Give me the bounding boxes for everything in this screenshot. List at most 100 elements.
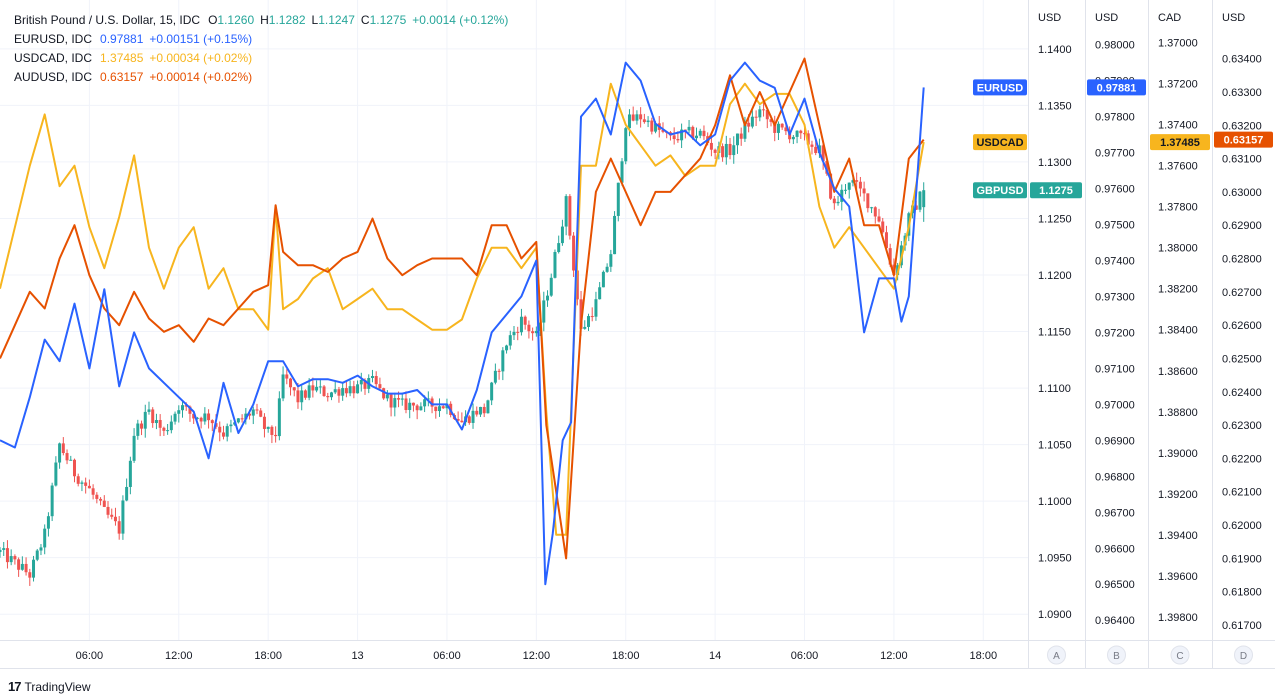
candle-body (654, 123, 658, 132)
candle-body (750, 116, 754, 127)
candle-body (221, 432, 225, 437)
candle (639, 107, 643, 128)
candle-body (341, 388, 345, 396)
candle-body (218, 426, 222, 433)
candle-body (590, 316, 594, 318)
legend-main-series: British Pound / U.S. Dollar, 15, IDC O1.1… (14, 13, 509, 27)
price-tick-label: 1.37800 (1158, 202, 1198, 214)
candle-body (236, 418, 240, 423)
candle-body (613, 215, 617, 255)
candle (195, 416, 199, 420)
candle (799, 129, 803, 139)
legend-usdcad: USDCAD, IDC 1.37485 +0.00034 (+0.02%) (14, 51, 253, 65)
candle-body (680, 129, 684, 141)
candle (419, 402, 423, 411)
candle (84, 477, 88, 494)
candle-body (292, 387, 296, 391)
candle-body (244, 413, 248, 420)
candle (91, 484, 95, 500)
name-tag-usdcad-text: USDCAD (976, 137, 1023, 149)
candle (154, 413, 158, 430)
candle-body (601, 271, 605, 288)
candle-body (24, 563, 28, 573)
candle (177, 405, 181, 423)
candle (344, 380, 348, 398)
axis-id-circle (1234, 645, 1253, 665)
price-tick-label: 0.96800 (1095, 471, 1135, 483)
candle-body (735, 133, 739, 146)
candle-body (873, 207, 877, 217)
candle-body (426, 398, 430, 400)
candle-body (758, 109, 762, 118)
candle-body (505, 345, 509, 351)
candle-body (2, 548, 6, 550)
candle-body (687, 126, 691, 131)
candle-body (303, 390, 307, 398)
candle-body (810, 144, 814, 147)
tradingview-logo[interactable]: 17 TradingView (8, 679, 91, 694)
candle (289, 377, 293, 396)
candle-body (732, 145, 736, 156)
candle-body (199, 417, 203, 422)
candle (836, 195, 840, 206)
price-tick-label: 1.37200 (1158, 79, 1198, 91)
candle (140, 420, 144, 436)
candle-body (847, 182, 851, 190)
candle-body (832, 198, 836, 204)
candle-body (154, 419, 158, 424)
candle (441, 404, 445, 410)
candle (922, 182, 926, 222)
candle (262, 413, 266, 438)
candle-body (326, 396, 330, 398)
candle-body (285, 374, 289, 379)
candle-body (572, 235, 576, 271)
candle (546, 290, 550, 307)
price-tick-label: 0.62400 (1222, 387, 1262, 399)
candle-body (803, 133, 807, 135)
candle-body (423, 399, 427, 407)
name-tag-eurusd-bg (973, 79, 1027, 96)
candle (627, 109, 631, 137)
candle-body (620, 161, 624, 183)
candle-body (322, 386, 326, 397)
candle (240, 414, 244, 423)
candle (564, 194, 568, 236)
candle-body (870, 207, 874, 209)
grid-lines (0, 0, 1028, 640)
line-series-eurusd (0, 61, 925, 586)
candle (735, 133, 739, 154)
candle (203, 407, 207, 425)
candle-body (378, 384, 382, 389)
candle (918, 190, 922, 213)
candle (553, 249, 557, 279)
candle-body (158, 419, 162, 428)
candle (393, 392, 397, 417)
candle-body (188, 406, 192, 414)
candle (728, 137, 732, 160)
candle (113, 507, 117, 526)
candle (181, 400, 185, 418)
candle-body (315, 386, 319, 391)
candle-body (404, 398, 408, 411)
candle-body (721, 146, 725, 158)
axis-id-badge: C (1170, 645, 1190, 665)
candlestick-series (0, 101, 926, 586)
candle (508, 330, 512, 350)
price-tag-usdcad-text: 1.37485 (1160, 137, 1200, 149)
candle (542, 291, 546, 332)
time-tick-label: 12:00 (523, 650, 551, 662)
price-tick-label: 0.63000 (1222, 187, 1262, 199)
candle (13, 554, 17, 565)
candle (512, 326, 516, 341)
candle-body (9, 556, 13, 563)
candle-body (512, 331, 516, 336)
price-tick-label: 0.98000 (1095, 40, 1135, 52)
price-tick-label: 0.96500 (1095, 579, 1135, 591)
candle (534, 326, 538, 337)
price-tick-label: 0.96600 (1095, 543, 1135, 555)
candle-body (240, 418, 244, 420)
candle (765, 108, 769, 129)
candle (46, 512, 50, 537)
candle (32, 555, 36, 582)
